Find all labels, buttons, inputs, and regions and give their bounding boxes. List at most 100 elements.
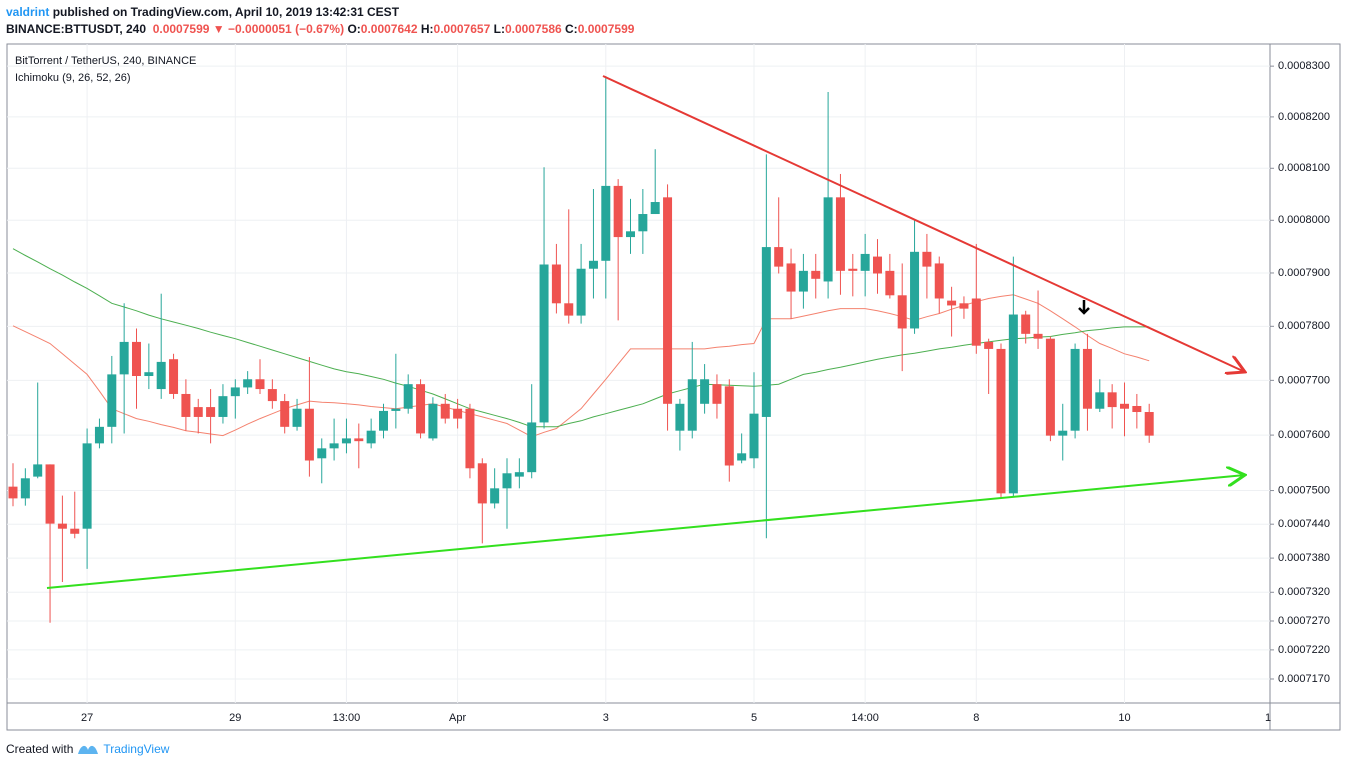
candle-body (193, 407, 203, 417)
candle-body (94, 426, 104, 444)
symbol-legend: BitTorrent / TetherUS, 240, BINANCE (15, 55, 196, 67)
candle-body (33, 464, 43, 477)
candle-body (341, 438, 351, 444)
candle-body (638, 214, 648, 232)
candle-body (502, 473, 512, 489)
candle-body (835, 197, 845, 271)
x-tick-label: 27 (81, 712, 93, 724)
candle-body (317, 448, 327, 459)
candle-body (280, 401, 290, 427)
x-tick-label: 13:00 (333, 712, 361, 724)
candle-body (132, 341, 141, 377)
footer-brand[interactable]: TradingView (103, 742, 170, 756)
candle-body (156, 361, 166, 390)
candle-body (873, 256, 882, 274)
candle-body (416, 384, 426, 434)
x-tick-label: 29 (229, 712, 241, 724)
candle-body (823, 197, 833, 282)
candle-body (181, 393, 191, 417)
candle-body (1120, 403, 1129, 409)
candle-body (934, 263, 944, 299)
candle-body (786, 263, 796, 292)
candle-body (539, 264, 549, 423)
candle-body (959, 303, 969, 309)
y-tick-label: 0.0008100 (1278, 162, 1330, 174)
candle-body (82, 443, 92, 529)
x-tick-label: 14:00 (851, 712, 879, 724)
candle-body (737, 453, 747, 461)
candle-body (477, 463, 487, 504)
candle-body (453, 408, 463, 419)
y-tick-label: 0.0007270 (1278, 615, 1330, 627)
close-label: C: (565, 22, 578, 36)
candle-body (292, 408, 302, 427)
candle-body (527, 422, 537, 473)
y-tick-label: 0.0007320 (1278, 586, 1330, 598)
candle-body (230, 387, 240, 397)
candle-body (971, 298, 981, 346)
candle-body (910, 251, 920, 329)
header-line-2: BINANCE:BTTUSDT, 240 0.0007599 ▼ −0.0000… (6, 22, 634, 36)
y-tick-label: 0.0008300 (1278, 60, 1330, 72)
candle-body (1008, 314, 1018, 494)
candle-body (1082, 348, 1092, 409)
candle-body (329, 443, 339, 449)
candle-body (391, 408, 401, 411)
x-tick-label: Apr (449, 712, 466, 724)
x-tick-label: 8 (973, 712, 979, 724)
candle-body (626, 231, 635, 238)
candle-body (996, 348, 1006, 494)
y-tick-label: 0.0007440 (1278, 518, 1330, 530)
open-value: 0.0007642 (360, 22, 418, 36)
candle-body (984, 341, 994, 349)
candle-body (576, 268, 586, 316)
candle-body (428, 403, 438, 439)
candle-body (366, 430, 376, 444)
candle-body (712, 384, 722, 404)
candle-body (1033, 333, 1043, 339)
candle-body (1095, 392, 1105, 409)
candle-body (1107, 392, 1117, 408)
high-value: 0.0007657 (433, 22, 491, 36)
change: −0.0000051 (−0.67%) (228, 22, 345, 36)
symbol: BINANCE:BTTUSDT, 240 (6, 22, 147, 36)
author[interactable]: valdrint (6, 5, 50, 19)
candle-body (811, 270, 821, 279)
candle-body (1021, 314, 1031, 334)
y-tick-label: 0.0007700 (1278, 374, 1330, 386)
candle-body (490, 488, 500, 504)
candle-body (588, 260, 598, 269)
y-tick-label: 0.0007500 (1278, 484, 1330, 496)
logo (78, 745, 99, 754)
down-arrow (1078, 300, 1090, 315)
candle-body (897, 295, 907, 329)
candle-body (514, 472, 524, 477)
candle-body (218, 396, 228, 417)
candle-body (1070, 348, 1080, 431)
candle-body (70, 528, 80, 534)
x-tick-label: 1 (1265, 712, 1271, 724)
candle-body (379, 410, 388, 431)
y-tick-label: 0.0007380 (1278, 552, 1330, 564)
candle-body (267, 389, 277, 402)
candle-body (1058, 430, 1068, 436)
candle-body (107, 374, 117, 427)
x-tick-label: 3 (603, 712, 609, 724)
candle-body (465, 408, 475, 469)
footer: Created with TradingView (6, 742, 169, 756)
candle-body (206, 407, 216, 417)
candle-body (860, 253, 870, 271)
candle-body (774, 247, 784, 267)
candle-body (885, 270, 895, 296)
x-tick-label: 5 (751, 712, 757, 724)
candle-body (144, 372, 154, 377)
candle-body (255, 379, 265, 390)
candle-body (700, 379, 710, 404)
y-tick-label: 0.0008200 (1278, 111, 1330, 123)
candle-body (564, 303, 574, 316)
candle-body (687, 379, 697, 431)
change-arrow: ▼ (212, 22, 225, 36)
candle-body (1144, 412, 1154, 436)
candle-body (354, 438, 364, 442)
